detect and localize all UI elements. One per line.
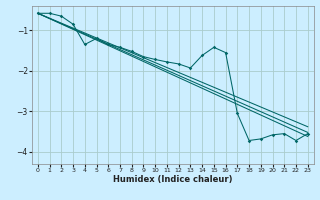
X-axis label: Humidex (Indice chaleur): Humidex (Indice chaleur) [113,175,233,184]
